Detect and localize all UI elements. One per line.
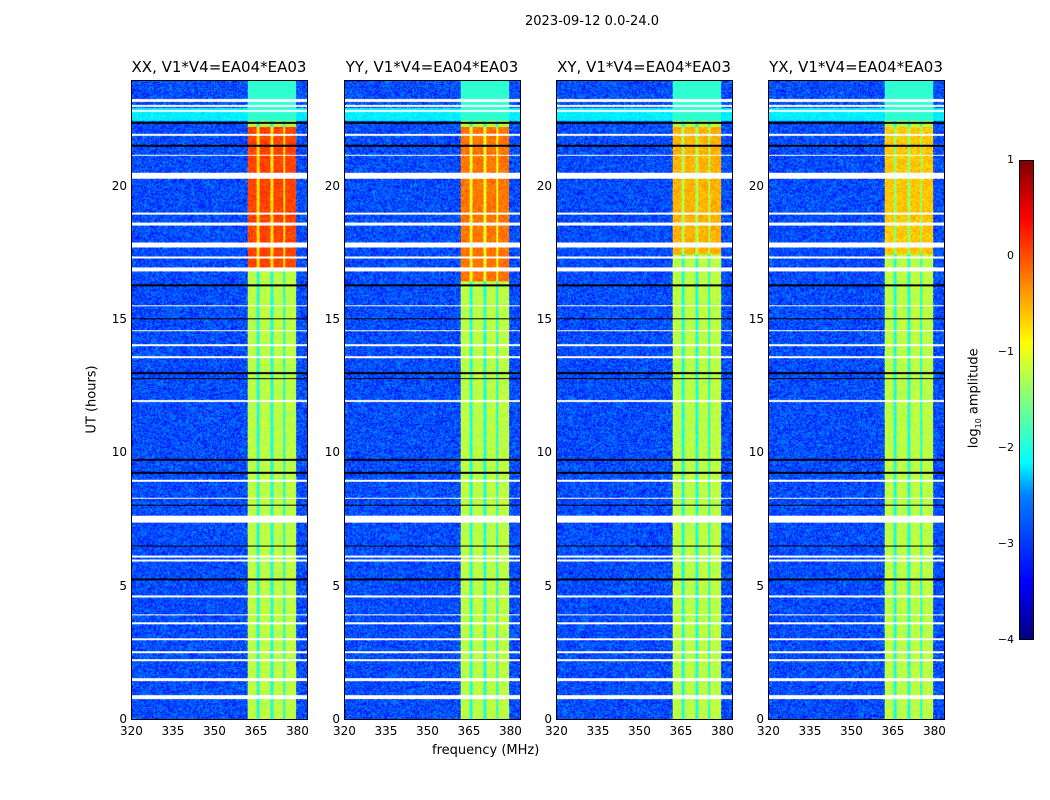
colorbar-label: log10 amplitude [967, 348, 984, 448]
heatmap-image [769, 81, 944, 719]
x-tick-label: 320 [757, 724, 780, 738]
panel-title: XY, V1*V4=EA04*EA03 [557, 58, 731, 76]
y-tick-label: 20 [111, 178, 127, 193]
heatmap-panel [131, 80, 308, 720]
y-tick-label: 15 [324, 312, 340, 326]
suptitle: 2023-09-12 0.0-24.0 [525, 14, 659, 29]
y-tick-label: 10 [748, 445, 764, 460]
x-tick-label: 365 [457, 724, 481, 738]
cb-label-sub: 10 [974, 418, 984, 429]
y-tick-label: 10 [111, 445, 127, 460]
heatmap-panel [344, 80, 521, 720]
colorbar-tick-label: −2 [997, 441, 1014, 454]
heatmap-panel [768, 80, 945, 720]
cb-label-prefix: log [966, 428, 982, 449]
y-tick-label: 20 [536, 178, 552, 193]
y-tick-label: 0 [332, 712, 340, 726]
x-tick-label: 380 [285, 724, 309, 738]
panel-title: YY, V1*V4=EA04*EA03 [345, 58, 519, 76]
panel-title: XX, V1*V4=EA04*EA03 [131, 58, 307, 76]
y-tick-label: 10 [324, 445, 340, 460]
x-tick-label: 335 [586, 724, 610, 738]
panel-title: YX, V1*V4=EA04*EA03 [769, 58, 943, 76]
y-tick-label: 5 [119, 578, 127, 593]
y-tick-label: 10 [536, 445, 552, 460]
heatmap-image [557, 81, 732, 719]
heatmap-image [132, 81, 307, 719]
x-tick-label: 320 [333, 724, 356, 738]
y-tick-label: 20 [748, 178, 764, 193]
x-tick-label: 365 [881, 724, 905, 738]
x-tick-label: 335 [798, 724, 822, 738]
x-tick-label: 365 [244, 724, 268, 738]
y-tick-label: 5 [332, 578, 340, 593]
x-tick-label: 335 [374, 724, 398, 738]
x-tick-label: 350 [627, 724, 651, 738]
heatmap-image [345, 81, 520, 719]
y-tick-label: 15 [536, 312, 552, 326]
x-tick-label: 380 [922, 724, 946, 738]
colorbar [1019, 160, 1034, 640]
x-tick-label: 350 [839, 724, 863, 738]
colorbar-tick-label: −4 [997, 633, 1014, 646]
y-tick-label: 0 [756, 712, 764, 726]
x-tick-label: 380 [498, 724, 522, 738]
y-tick-label: 5 [544, 578, 552, 593]
x-tick-label: 350 [415, 724, 439, 738]
y-tick-label: 20 [324, 178, 340, 193]
colorbar-tick-label: −3 [997, 537, 1014, 550]
colorbar-tick-label: −1 [997, 345, 1014, 358]
x-tick-label: 320 [545, 724, 568, 738]
cb-label-suffix: amplitude [966, 348, 982, 419]
colorbar-tick-label: 1 [1007, 153, 1014, 166]
y-tick-label: 15 [111, 312, 127, 326]
x-tick-label: 335 [161, 724, 185, 738]
x-axis-label: frequency (MHz) [432, 743, 540, 758]
y-tick-label: 15 [748, 312, 764, 326]
x-tick-label: 320 [120, 724, 143, 738]
y-tick-label: 0 [544, 712, 552, 726]
y-tick-label: 5 [756, 578, 764, 593]
colorbar-tick-label: 0 [1007, 249, 1014, 262]
x-tick-label: 380 [710, 724, 734, 738]
x-tick-label: 350 [202, 724, 226, 738]
heatmap-panel [556, 80, 733, 720]
x-tick-label: 365 [669, 724, 693, 738]
y-tick-label: 0 [119, 712, 127, 726]
y-axis-label: UT (hours) [84, 365, 100, 434]
